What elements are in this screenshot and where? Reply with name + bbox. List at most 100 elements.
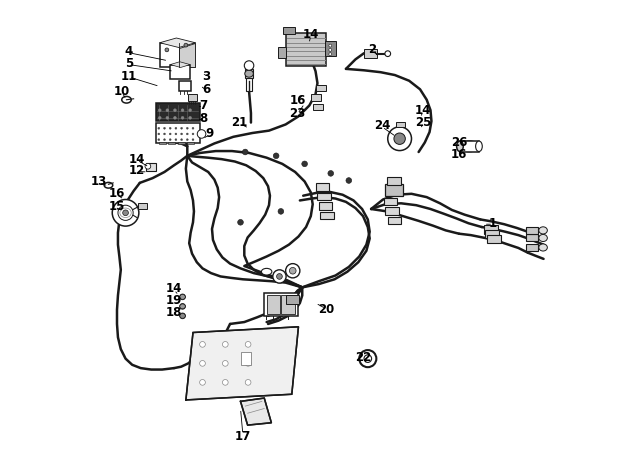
Text: 20: 20 <box>318 303 334 316</box>
Circle shape <box>245 361 251 366</box>
Bar <box>188 94 197 101</box>
Bar <box>246 78 252 91</box>
Bar <box>245 69 253 78</box>
Bar <box>277 48 286 58</box>
Circle shape <box>245 342 251 347</box>
Circle shape <box>394 133 405 144</box>
Circle shape <box>169 127 171 129</box>
Bar <box>396 122 405 127</box>
Text: 17: 17 <box>235 429 251 443</box>
Circle shape <box>181 116 184 119</box>
Text: 14: 14 <box>166 282 182 295</box>
Bar <box>283 27 295 34</box>
Circle shape <box>388 127 411 151</box>
Circle shape <box>123 210 128 216</box>
Circle shape <box>278 209 284 214</box>
Circle shape <box>186 139 188 141</box>
Circle shape <box>237 219 243 225</box>
Polygon shape <box>179 43 196 67</box>
Bar <box>460 141 479 152</box>
Circle shape <box>197 130 206 138</box>
Ellipse shape <box>539 244 548 251</box>
Circle shape <box>328 171 334 176</box>
Circle shape <box>180 127 182 129</box>
Ellipse shape <box>475 141 482 152</box>
Bar <box>325 41 335 56</box>
Text: 16: 16 <box>289 94 306 107</box>
Circle shape <box>222 342 228 347</box>
Bar <box>313 104 323 110</box>
Circle shape <box>189 116 192 119</box>
Bar <box>139 203 147 209</box>
Circle shape <box>277 274 282 279</box>
Circle shape <box>192 127 194 129</box>
Circle shape <box>302 161 308 167</box>
Circle shape <box>165 48 169 52</box>
Ellipse shape <box>261 268 272 275</box>
Circle shape <box>242 149 248 155</box>
Circle shape <box>180 313 185 319</box>
Bar <box>387 177 401 185</box>
Circle shape <box>385 51 391 57</box>
Bar <box>315 85 326 91</box>
Circle shape <box>180 294 185 300</box>
Bar <box>527 234 538 241</box>
Text: 12: 12 <box>129 164 145 177</box>
Circle shape <box>289 267 296 274</box>
Bar <box>484 225 498 234</box>
Text: 14: 14 <box>303 28 319 41</box>
Circle shape <box>163 127 165 129</box>
Circle shape <box>175 139 177 141</box>
Circle shape <box>364 355 372 362</box>
Text: 3: 3 <box>202 69 210 83</box>
Circle shape <box>173 109 177 112</box>
Ellipse shape <box>245 70 253 77</box>
Circle shape <box>329 48 332 51</box>
Bar <box>485 230 499 238</box>
Bar <box>266 295 280 314</box>
Bar <box>385 184 403 196</box>
Bar <box>156 124 199 142</box>
Bar <box>285 294 299 304</box>
Bar <box>320 212 334 219</box>
Circle shape <box>222 380 228 385</box>
Text: 13: 13 <box>91 175 107 188</box>
Circle shape <box>192 139 194 141</box>
Text: 21: 21 <box>232 116 248 129</box>
Bar <box>264 293 298 316</box>
Bar <box>384 198 398 205</box>
Bar <box>364 49 377 58</box>
Text: 7: 7 <box>199 99 208 112</box>
Circle shape <box>273 153 279 159</box>
Bar <box>527 227 538 234</box>
Ellipse shape <box>122 96 131 103</box>
Bar <box>527 244 538 251</box>
Polygon shape <box>186 327 298 400</box>
Text: 26: 26 <box>451 136 467 149</box>
Circle shape <box>222 361 228 366</box>
Bar <box>285 33 326 66</box>
Text: 16: 16 <box>109 187 125 200</box>
Text: 2: 2 <box>368 43 377 57</box>
Text: 25: 25 <box>415 116 432 129</box>
Circle shape <box>329 44 332 47</box>
Circle shape <box>180 139 182 141</box>
Circle shape <box>163 133 165 135</box>
Text: 14: 14 <box>128 152 145 166</box>
Circle shape <box>273 270 286 283</box>
Circle shape <box>158 139 160 141</box>
Bar <box>146 163 156 171</box>
Text: 1: 1 <box>489 217 498 230</box>
Bar <box>281 295 294 314</box>
Circle shape <box>169 139 171 141</box>
Text: 10: 10 <box>114 85 130 98</box>
Circle shape <box>173 116 177 119</box>
Circle shape <box>158 127 160 129</box>
Ellipse shape <box>460 141 479 152</box>
Bar <box>241 352 251 365</box>
Text: 9: 9 <box>206 127 214 141</box>
Bar <box>159 142 166 144</box>
Ellipse shape <box>456 141 463 152</box>
Ellipse shape <box>539 227 548 234</box>
Circle shape <box>346 178 352 183</box>
